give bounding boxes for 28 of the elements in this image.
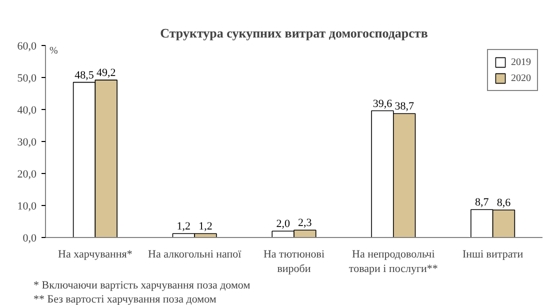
data-label: 2,0 [276,218,290,230]
x-tick-label: На алкогольні напої [148,248,242,260]
data-label: 8,6 [496,196,512,209]
y-tick-label: 20,0 [17,168,37,180]
data-label: 1,2 [176,220,191,233]
y-tick-label: 30,0 [17,136,37,148]
data-label: 49,2 [96,67,116,80]
data-label: 8,7 [474,196,490,209]
x-tick-label: На тютюнові вироби [263,248,325,275]
data-label: 39,6 [372,98,393,110]
text: * Включаючи вартість харчування поза домом [34,280,250,292]
y-tick-label: 40,0 [17,104,37,116]
data-label: 38,7 [394,100,414,113]
x-tick-label: На харчування* [58,248,132,260]
x-tick-label: На непродовольчі товари і послуги** [348,248,438,275]
y-tick-label: 60,0 [17,40,37,52]
x-tick-label: Інші витрати [462,248,524,260]
text: ** Без вартості харчування поза домом [34,294,216,305]
data-label: 1,2 [198,220,212,233]
legend-label: 2019 [511,56,531,68]
legend-label: 2020 [511,72,531,84]
y-tick-label: 50,0 [17,72,37,84]
data-label: 48,5 [74,69,94,82]
y-tick-label: 10,0 [17,200,37,212]
data-label: 2,3 [298,217,312,230]
chart-title: Структура сукупних витрат домогосподарств [160,26,428,40]
y-axis-title: % [50,46,58,56]
y-tick-label: 0,0 [22,232,37,244]
